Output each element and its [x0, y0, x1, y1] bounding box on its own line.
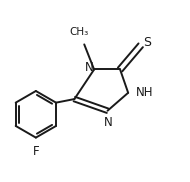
Text: CH₃: CH₃ [69, 27, 89, 37]
Text: N: N [104, 116, 113, 129]
Text: N: N [85, 61, 94, 74]
Text: F: F [32, 145, 39, 158]
Text: NH: NH [136, 86, 153, 99]
Text: S: S [143, 36, 151, 50]
